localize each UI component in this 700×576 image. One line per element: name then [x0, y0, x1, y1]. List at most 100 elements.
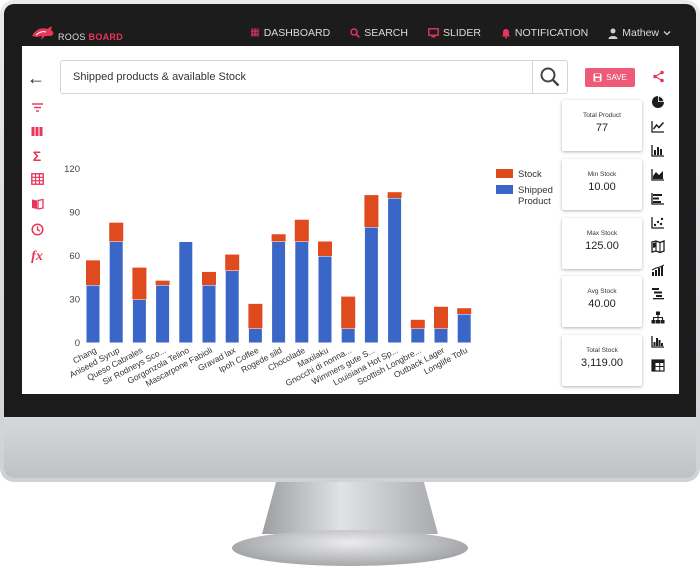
map-icon[interactable] — [650, 240, 666, 256]
legend-label-stock: Stock — [518, 169, 542, 180]
bar-shipped-product — [340, 328, 356, 344]
bar-shipped-product — [85, 284, 101, 344]
bar-shipped-product — [294, 241, 310, 344]
table-icon[interactable] — [29, 173, 45, 188]
line-chart-icon[interactable] — [650, 120, 666, 136]
top-navbar: ROOS BOARD ▦ DASHBOARD SEARCH SLIDER NOT… — [22, 20, 679, 46]
user-icon — [608, 28, 618, 39]
user-name: Mathew — [622, 27, 659, 39]
nav-dashboard-label: DASHBOARD — [263, 27, 331, 39]
bar-stock — [294, 219, 309, 242]
fx-icon[interactable]: fx — [31, 249, 43, 264]
stat-card-min-stock: Min Stock 10.00 — [562, 159, 642, 210]
bar-shipped-product — [317, 255, 333, 344]
bar-shipped-product — [433, 328, 449, 344]
bar-shipped-product — [178, 241, 194, 344]
legend-label-line: Shipped — [518, 185, 553, 196]
legend-label-shipped-product: Shipped Product — [518, 185, 553, 207]
bar-chart-icon[interactable] — [650, 144, 666, 160]
y-tick-label: 60 — [69, 251, 80, 262]
bar-shipped-product — [456, 313, 472, 344]
bell-icon — [501, 28, 510, 39]
bar-stock — [86, 260, 100, 285]
filter-icon[interactable] — [29, 101, 45, 116]
search-icon — [350, 28, 361, 38]
bar-shipped-product — [108, 241, 124, 344]
bar-shipped-product — [410, 328, 426, 344]
stat-label: Total Stock — [586, 347, 618, 354]
pivot-table-icon[interactable] — [650, 359, 666, 375]
scatter-icon[interactable] — [650, 216, 666, 232]
bar-shipped-product — [201, 284, 217, 344]
bar-shipped-product — [224, 270, 240, 344]
pie-chart-icon[interactable] — [650, 95, 666, 111]
stat-card-total-product: Total Product 77 — [562, 100, 642, 151]
bar-stock — [155, 280, 170, 285]
bar-stock — [434, 306, 448, 329]
stacked-bar-icon[interactable] — [650, 264, 666, 280]
stat-value: 40.00 — [588, 298, 616, 310]
stat-label: Avg Stock — [587, 288, 617, 295]
sigma-icon[interactable]: Σ — [32, 148, 42, 164]
columns-icon[interactable] — [29, 125, 45, 140]
brand-name: ROOS BOARD — [58, 32, 123, 42]
legend-swatch-stock — [496, 169, 513, 178]
main-nav: ▦ DASHBOARD SEARCH SLIDER NOTIFICATION M… — [250, 20, 671, 46]
search-icon[interactable] — [539, 66, 561, 88]
brand-name-part2: BOARD — [88, 32, 124, 42]
stat-label: Total Product — [583, 112, 621, 119]
histogram-icon[interactable] — [650, 335, 666, 351]
legend-label-line: Product — [518, 196, 551, 207]
stat-label: Max Stock — [586, 230, 618, 237]
nav-notification-label: NOTIFICATION — [514, 27, 589, 39]
bar-stock — [387, 192, 402, 198]
stat-value: 125.00 — [585, 240, 619, 252]
book-icon[interactable] — [29, 198, 45, 213]
bar-shipped-product — [387, 197, 403, 344]
bar-stock — [132, 267, 147, 300]
search-input[interactable] — [71, 68, 525, 86]
area-chart-icon[interactable] — [650, 168, 666, 184]
share-icon[interactable] — [650, 70, 666, 86]
bar-stock — [410, 319, 425, 329]
brand-logo[interactable]: ROOS BOARD — [30, 23, 123, 43]
search-bar — [60, 60, 568, 94]
stat-card-avg-stock: Avg Stock 40.00 — [562, 276, 642, 327]
dashboard-icon: ▦ — [250, 27, 260, 38]
bar-stock — [109, 222, 124, 242]
stat-label: Min Stock — [587, 171, 617, 178]
horizontal-bar-icon[interactable] — [650, 192, 666, 208]
nav-search-label: SEARCH — [364, 27, 408, 39]
org-chart-icon[interactable] — [650, 311, 666, 327]
bar-shipped-product — [131, 299, 147, 344]
nav-notification[interactable]: NOTIFICATION — [501, 27, 588, 39]
y-tick-label: 30 — [69, 295, 80, 306]
bar-stock — [248, 303, 263, 329]
stat-value: 3,119.00 — [580, 357, 623, 369]
save-button[interactable]: SAVE — [585, 68, 635, 87]
monitor-chin — [4, 417, 696, 478]
nav-slider[interactable]: SLIDER — [428, 27, 481, 39]
chevron-down-icon — [663, 31, 671, 36]
user-menu[interactable]: Mathew — [608, 27, 671, 39]
bar-stock — [318, 241, 332, 256]
nav-dashboard[interactable]: ▦ DASHBOARD — [250, 27, 330, 39]
bar-stock — [364, 195, 379, 227]
monitor-stand-base — [232, 530, 468, 566]
app-screen: ROOS BOARD ▦ DASHBOARD SEARCH SLIDER NOT… — [22, 20, 679, 394]
back-arrow-icon[interactable]: ← — [27, 68, 45, 88]
monitor-stand-neck — [262, 482, 438, 534]
nav-search[interactable]: SEARCH — [350, 27, 408, 39]
gantt-icon[interactable] — [650, 287, 666, 303]
bar-shipped-product — [247, 328, 263, 344]
clock-icon[interactable] — [29, 223, 45, 239]
kangaroo-logo-icon — [32, 26, 54, 40]
y-tick-label: 120 — [64, 164, 80, 175]
stat-card-total-stock: Total Stock 3,119.00 — [562, 335, 642, 386]
stat-value: 10.00 — [588, 181, 616, 193]
y-tick-label: 90 — [69, 208, 80, 219]
bar-shipped-product — [271, 241, 287, 344]
search-divider — [532, 61, 533, 93]
bar-stock — [341, 296, 356, 329]
stat-card-max-stock: Max Stock 125.00 — [562, 218, 642, 269]
